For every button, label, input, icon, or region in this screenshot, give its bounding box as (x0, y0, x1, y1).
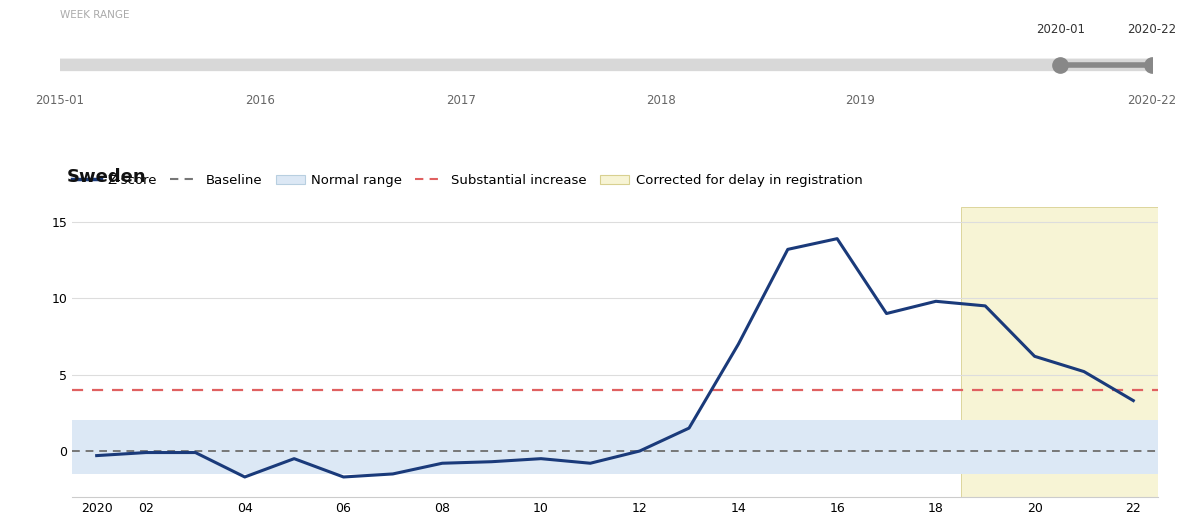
Text: 2018: 2018 (646, 94, 676, 107)
Bar (960, 207, 1158, 497)
Text: 2017: 2017 (446, 94, 475, 107)
Text: 2020-22: 2020-22 (1128, 94, 1176, 107)
Text: 2016: 2016 (245, 94, 275, 107)
Text: 2020-01: 2020-01 (1036, 22, 1085, 36)
Text: 2015-01: 2015-01 (36, 94, 84, 107)
FancyBboxPatch shape (54, 59, 1158, 71)
Legend: Z-score, Baseline, Normal range, Substantial increase, Corrected for delay in re: Z-score, Baseline, Normal range, Substan… (66, 168, 868, 192)
Bar (72, 420, 1158, 474)
Text: 2019: 2019 (846, 94, 875, 107)
Text: 2020-22: 2020-22 (1128, 22, 1176, 36)
Text: Sweden: Sweden (66, 168, 146, 186)
Text: WEEK RANGE: WEEK RANGE (60, 10, 130, 20)
